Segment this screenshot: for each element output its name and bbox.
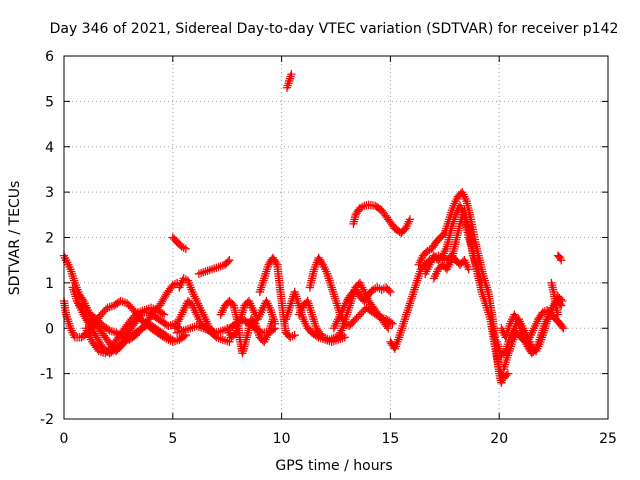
- axis-ticks: 0 5 10 15 20 25 -2 -1 0 1 2 3 4 5 6: [40, 49, 617, 447]
- data-point: [384, 286, 394, 295]
- data-point: [126, 302, 135, 311]
- data-point: [557, 256, 566, 265]
- y-tick-label: 5: [45, 94, 54, 110]
- data-point: [225, 337, 234, 347]
- data-point: [502, 370, 511, 380]
- data-point: [158, 309, 167, 318]
- x-tick-label: 0: [60, 431, 69, 447]
- data-point: [181, 244, 191, 253]
- y-tick-label: -2: [40, 412, 54, 428]
- y-tick-label: -1: [40, 367, 54, 383]
- data-point: [464, 265, 473, 274]
- y-axis-label: SDTVAR / TECUs: [7, 181, 23, 296]
- data-point: [208, 327, 217, 336]
- data-point: [290, 330, 299, 340]
- x-tick-label: 15: [381, 431, 399, 447]
- data-point: [357, 308, 366, 318]
- x-tick-label: 25: [599, 431, 617, 447]
- data-point: [559, 324, 568, 333]
- data-point: [386, 318, 396, 327]
- y-tick-label: 4: [45, 140, 54, 156]
- data-point: [352, 313, 361, 323]
- grid-lines: [64, 56, 608, 419]
- data-point: [209, 328, 219, 337]
- data-point: [558, 322, 567, 331]
- data-point: [100, 307, 109, 316]
- data-point: [159, 310, 169, 319]
- data-point: [556, 295, 566, 304]
- data-point: [287, 70, 296, 79]
- y-tick-label: 0: [45, 321, 54, 337]
- y-tick-label: 3: [45, 185, 54, 201]
- data-point: [558, 296, 567, 306]
- data-point: [388, 319, 397, 328]
- data-point: [405, 215, 415, 224]
- data-point: [168, 335, 177, 344]
- y-tick-label: 1: [45, 276, 54, 292]
- data-point: [384, 324, 393, 333]
- data-point: [347, 318, 357, 328]
- plot-frame: [63, 55, 609, 420]
- x-axis-label: GPS time / hours: [275, 458, 392, 474]
- x-tick-label: 10: [273, 431, 291, 447]
- data-point: [386, 287, 395, 297]
- data-point: [477, 278, 486, 288]
- data-point: [223, 257, 233, 266]
- x-tick-label: 20: [490, 431, 508, 447]
- data-point: [503, 369, 513, 378]
- data-point: [354, 312, 363, 321]
- x-tick-label: 5: [168, 431, 177, 447]
- data-points: [59, 70, 568, 387]
- data-point: [225, 256, 234, 265]
- y-tick-label: 6: [45, 49, 54, 65]
- y-tick-label: 2: [45, 231, 54, 247]
- data-point: [355, 310, 365, 319]
- data-point: [553, 310, 563, 319]
- data-point: [270, 319, 280, 328]
- chart-title: Day 346 of 2021, Sidereal Day-to-day VTE…: [50, 21, 619, 37]
